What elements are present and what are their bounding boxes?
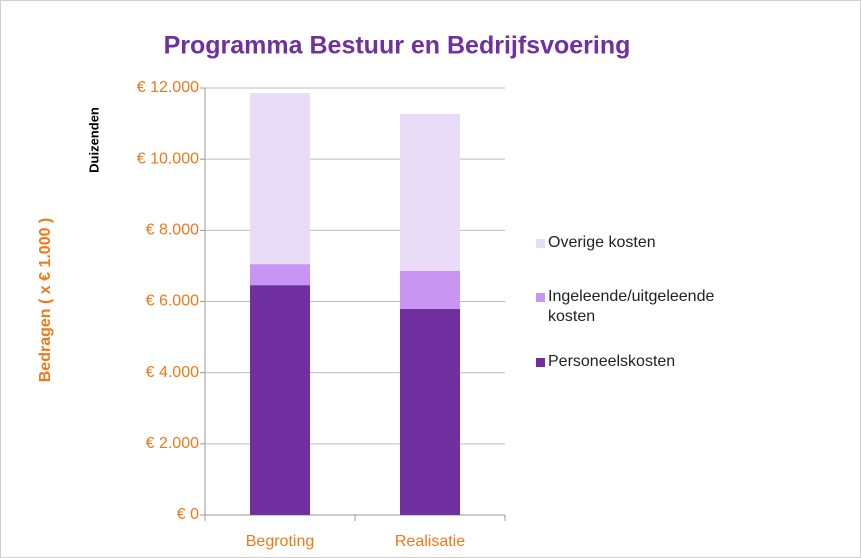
legend-item: Overige kosten [536, 233, 766, 253]
legend-label: Overige kosten [548, 234, 656, 251]
y-tick-label: € 8.000 [146, 222, 199, 239]
legend-item: Ingeleende/uitgeleende kosten [536, 287, 766, 327]
legend-swatch [536, 293, 545, 302]
y-tick-label: € 12.000 [137, 79, 199, 96]
bar-segment [250, 285, 310, 515]
y-tick-label: € 6.000 [146, 293, 199, 310]
legend-label: Ingeleende/uitgeleende kosten [548, 288, 715, 325]
legend-label: Personeelskosten [548, 353, 676, 370]
y-axis-unit: Duizenden [86, 107, 101, 173]
legend-swatch [536, 239, 545, 248]
x-tick-label: Realisatie [395, 533, 465, 550]
y-axis-title: Bedragen ( x € 1.000 ) [37, 218, 54, 383]
bar-segment [250, 92, 310, 265]
y-tick-label: € 2.000 [146, 435, 199, 452]
legend-item: Personeelskosten [536, 352, 766, 372]
bar-segment [400, 113, 460, 271]
y-tick-label: € 0 [177, 506, 199, 523]
chart-title: Programma Bestuur en Bedrijfsvoering [164, 32, 631, 60]
bar-segment [250, 264, 310, 286]
y-tick-label: € 10.000 [137, 150, 199, 167]
x-tick-label: Begroting [246, 533, 315, 550]
legend-swatch [536, 358, 545, 367]
bar-segment [400, 308, 460, 515]
y-tick-label: € 4.000 [146, 364, 199, 381]
bar-segment [400, 270, 460, 309]
